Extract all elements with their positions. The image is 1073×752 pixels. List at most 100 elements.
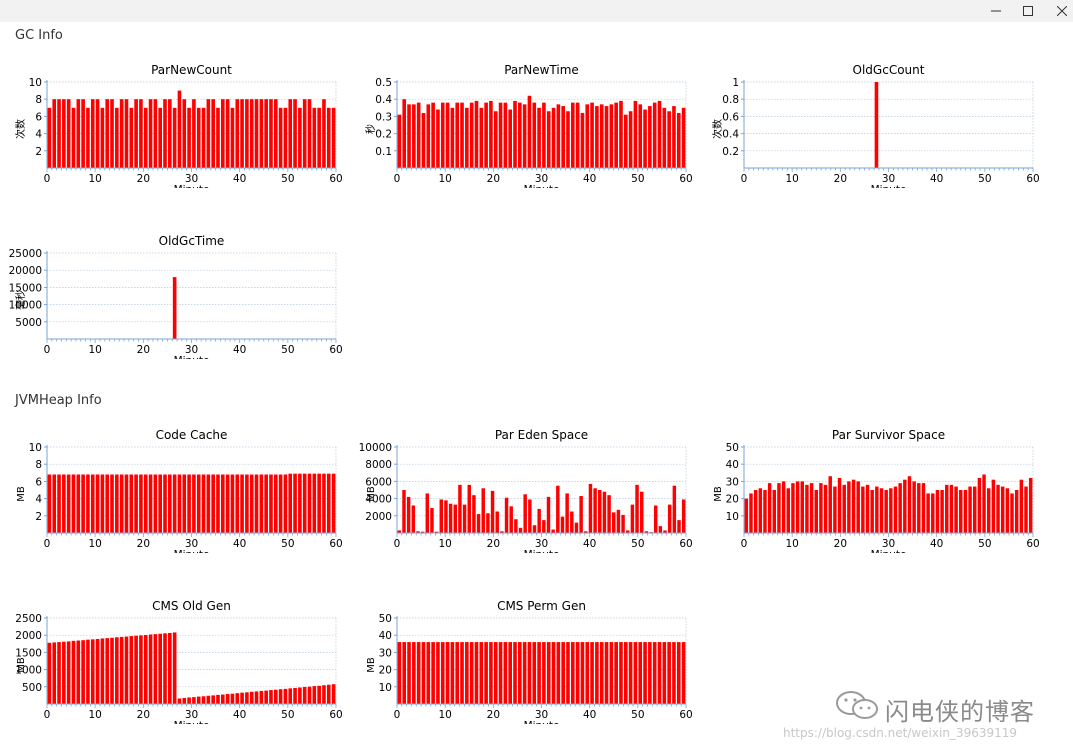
bar	[1000, 486, 1005, 533]
bar	[635, 484, 639, 533]
bar	[565, 493, 569, 533]
bar	[86, 639, 90, 704]
x-tick-label: 20	[487, 538, 500, 550]
y-tick-label: 0.2	[722, 146, 739, 158]
bar	[293, 99, 297, 168]
x-tick-label: 40	[930, 538, 943, 550]
y-tick-label: 5000	[15, 317, 42, 329]
bar	[753, 490, 758, 533]
x-tick-label: 40	[233, 709, 246, 721]
chart-cmspermgen: CMS Perm Gen 10 20 30 40 50 0 10 20 30 40 50 60 Minut…	[350, 594, 695, 732]
x-tick-label: 30	[535, 538, 548, 550]
maximize-button[interactable]	[1011, 0, 1045, 22]
minimize-button[interactable]	[979, 0, 1013, 22]
bar	[62, 641, 66, 704]
bar	[412, 642, 416, 704]
bar	[425, 493, 430, 533]
bar	[62, 99, 66, 168]
bar	[467, 484, 471, 533]
bar	[681, 107, 686, 168]
bar	[52, 99, 57, 168]
y-axis-label: MB	[713, 486, 724, 502]
bar	[940, 490, 944, 533]
bar	[129, 636, 134, 704]
y-axis-label: 次数	[711, 119, 724, 139]
bar	[158, 633, 162, 704]
bar	[607, 495, 611, 533]
x-axis-label: Minute	[871, 184, 907, 188]
bar	[148, 634, 153, 704]
bar	[259, 474, 264, 533]
x-tick-label: 10	[438, 709, 451, 721]
bar	[450, 107, 455, 168]
x-tick-label: 60	[329, 709, 342, 721]
y-tick-label: 8	[35, 459, 42, 471]
bar	[402, 99, 407, 168]
y-tick-label: 2000	[15, 630, 42, 642]
bar	[551, 642, 556, 704]
bar	[293, 473, 297, 533]
watermark-text: 闪电侠的博客	[885, 698, 1035, 726]
bar	[273, 99, 278, 168]
bar	[490, 490, 495, 533]
bar	[158, 107, 162, 168]
bar	[119, 99, 124, 168]
bar	[677, 520, 681, 533]
x-tick-label: 40	[930, 173, 943, 185]
bar	[903, 479, 907, 533]
bar	[786, 488, 791, 533]
y-axis-label: MB	[366, 486, 377, 502]
y-tick-label: 2000	[365, 511, 392, 523]
x-tick-label: 30	[882, 173, 895, 185]
bar	[791, 483, 795, 533]
bar	[893, 486, 898, 533]
bar	[317, 473, 321, 533]
bar	[921, 483, 926, 533]
bar	[963, 490, 968, 533]
bar	[604, 106, 609, 168]
bar	[221, 694, 225, 704]
bar	[795, 481, 800, 533]
bar	[580, 112, 585, 168]
bar	[406, 496, 411, 533]
y-tick-label: 15000	[9, 282, 42, 294]
bar	[657, 100, 662, 168]
bar	[522, 642, 527, 704]
bar	[479, 642, 484, 704]
bar	[105, 474, 110, 533]
y-tick-label: 6	[35, 111, 42, 123]
bar	[590, 102, 594, 168]
bar	[426, 642, 431, 704]
bar	[917, 483, 921, 533]
bar	[402, 490, 406, 533]
x-tick-label: 30	[535, 173, 548, 185]
bar	[412, 104, 416, 168]
chart-pareden: Par Eden Space 2000 4000 6000 8000 10000 0 10 20…	[350, 423, 695, 561]
bar	[100, 638, 105, 704]
bar	[571, 102, 575, 168]
bar	[254, 99, 259, 168]
bar	[115, 107, 119, 168]
x-tick-label: 50	[281, 709, 294, 721]
bar	[312, 107, 317, 168]
bar	[326, 473, 331, 533]
bar	[484, 642, 488, 704]
close-button[interactable]	[1045, 0, 1073, 22]
bar	[95, 99, 100, 168]
bar	[230, 107, 235, 168]
bar	[115, 474, 119, 533]
bar	[556, 104, 561, 168]
bar	[298, 473, 302, 533]
bar	[206, 695, 211, 704]
chart-svg: ParNewTime 0.1 0.2 0.3 0.4 0.5 0 10 20 30 40 50 60 Mi…	[364, 63, 693, 196]
bar	[235, 474, 240, 533]
bar	[681, 499, 686, 533]
bar	[168, 474, 172, 533]
bar	[508, 642, 512, 704]
y-tick-label: 6	[35, 476, 42, 488]
bar	[148, 99, 153, 168]
bar	[254, 691, 259, 704]
bar	[124, 99, 129, 168]
bar	[542, 642, 546, 704]
bar	[57, 642, 61, 704]
